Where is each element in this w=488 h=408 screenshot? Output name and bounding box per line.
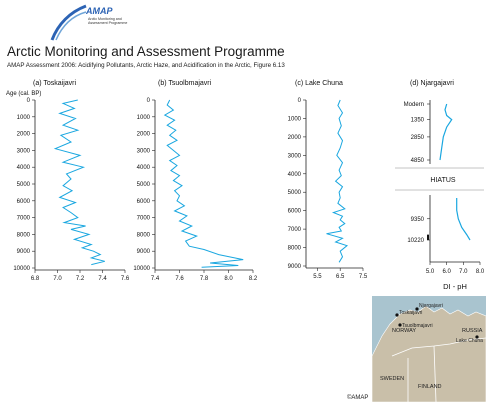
map-label-njargajavri: Njargajavri: [419, 303, 443, 309]
site-njargajavri: [415, 307, 419, 311]
y-tick-label-0: 2000: [17, 132, 31, 138]
y-tick-label-0: 0: [27, 98, 31, 104]
page-title: Arctic Monitoring and Assessment Program…: [7, 44, 285, 59]
x-axis-label-3: DI - pH: [443, 282, 467, 291]
y-tick-label-0: 5000: [17, 182, 31, 188]
y-tick-label-3: 4850: [411, 158, 425, 164]
age-range-marker: [427, 234, 429, 240]
x-tick-label-0: 7.4: [98, 276, 107, 282]
y-tick-label-1: 7000: [137, 216, 151, 222]
x-tick-label-1: 7.6: [175, 276, 184, 282]
map-border-line: [433, 345, 437, 402]
x-tick-label-0: 7.2: [76, 276, 85, 282]
y-tick-label-1: 5000: [137, 182, 151, 188]
y-tick-label-3: 2850: [411, 135, 425, 141]
y-tick-label-3: 9350: [411, 217, 425, 223]
y-tick-label-2: 9000: [288, 264, 302, 270]
x-tick-label-3: 5.0: [426, 269, 435, 275]
series-line-0: [53, 99, 105, 266]
series-line-1: [163, 99, 244, 268]
y-tick-label-1: 8000: [137, 232, 151, 238]
x-tick-label-2: 6.5: [336, 274, 345, 280]
map-label-sweden: SWEDEN: [380, 376, 404, 382]
map-land: [372, 305, 486, 402]
x-tick-label-1: 8.0: [224, 276, 233, 282]
y-tick-label-0: 7000: [17, 216, 31, 222]
y-tick-label-2: 5000: [288, 190, 302, 196]
location-map: NORWAY Njargajavri Toskaijavri Tsuolbmaj…: [372, 296, 486, 402]
y-axis-label-0: Age (cal. BP): [6, 91, 41, 97]
y-tick-label-2: 0: [298, 98, 302, 104]
x-tick-label-3: 7.0: [459, 269, 468, 275]
amap-logo-graphic: [50, 4, 87, 41]
site-toskaijavri: [395, 313, 399, 317]
y-tick-label-2: 3000: [288, 153, 302, 159]
y-tick-label-0: 3000: [17, 148, 31, 154]
site-lake-chuna: [475, 335, 479, 339]
map-label-tsuolbmajavri: Tsuolbmajavri: [402, 323, 433, 329]
amap-logo-text: AMAP: [86, 6, 113, 16]
x-tick-label-2: 7.5: [359, 274, 368, 280]
x-tick-label-1: 7.4: [151, 276, 160, 282]
y-tick-label-0: 4000: [17, 165, 31, 171]
x-tick-label-1: 7.8: [200, 276, 209, 282]
y-tick-label-0: 10000: [13, 266, 30, 272]
series-line-upper: [439, 103, 453, 161]
x-tick-label-3: 6.0: [442, 269, 451, 275]
y-tick-label-0: 6000: [17, 199, 31, 205]
y-tick-label-0: 1000: [17, 115, 31, 121]
y-tick-label-0: 9000: [17, 249, 31, 255]
y-tick-label-1: 2000: [137, 132, 151, 138]
y-tick-label-2: 6000: [288, 209, 302, 215]
y-tick-label-1: 10000: [133, 266, 150, 272]
map-label-finland: FINLAND: [418, 384, 442, 390]
site-tsuolbmajavri: [398, 323, 402, 327]
map-label-norway: NORWAY: [392, 328, 416, 334]
y-tick-label-2: 7000: [288, 227, 302, 233]
y-tick-label-1: 9000: [137, 249, 151, 255]
y-tick-label-2: 2000: [288, 135, 302, 141]
hiatus-label: HIATUS: [430, 177, 455, 184]
x-tick-label-2: 5.5: [313, 274, 322, 280]
map-label-russia: RUSSIA: [462, 328, 483, 334]
y-tick-label-0: 8000: [17, 232, 31, 238]
chart-title-0: (a) Toskaijavri: [33, 80, 76, 87]
chart-title-3: (d) Njargajavri: [410, 80, 454, 87]
y-tick-label-2: 4000: [288, 172, 302, 178]
amap-logo-subtext: Arctic Monitoring and Assessment Program…: [88, 17, 128, 26]
y-tick-label-3: Modern: [404, 102, 424, 108]
x-tick-label-0: 7.6: [121, 276, 130, 282]
x-tick-label-0: 7.0: [53, 276, 62, 282]
chart-title-2: (c) Lake Chuna: [295, 80, 343, 87]
y-tick-label-1: 1000: [137, 115, 151, 121]
page-subtitle: AMAP Assessment 2006: Acidifying Polluta…: [7, 62, 285, 69]
x-tick-label-3: 8.0: [476, 269, 485, 275]
y-tick-label-2: 1000: [288, 116, 302, 122]
map-label-lake-chuna: Lake Chuna: [456, 338, 483, 344]
x-tick-label-0: 6.8: [31, 276, 40, 282]
chart-title-1: (b) Tsuolbmajavri: [158, 80, 212, 87]
y-tick-label-3: 1350: [411, 118, 425, 124]
y-tick-label-1: 4000: [137, 165, 151, 171]
map-label-toskaijavri: Toskaijavri: [399, 310, 422, 316]
y-tick-label-1: 3000: [137, 148, 151, 154]
y-tick-label-3: 10220: [407, 238, 424, 244]
x-tick-label-1: 8.2: [249, 276, 258, 282]
y-tick-label-2: 8000: [288, 246, 302, 252]
series-line-lower: [456, 198, 471, 241]
copyright: ©AMAP: [347, 395, 369, 401]
series-line-2: [326, 99, 349, 263]
map-border-line: [391, 337, 486, 357]
y-tick-label-1: 6000: [137, 199, 151, 205]
y-tick-label-1: 0: [147, 98, 151, 104]
